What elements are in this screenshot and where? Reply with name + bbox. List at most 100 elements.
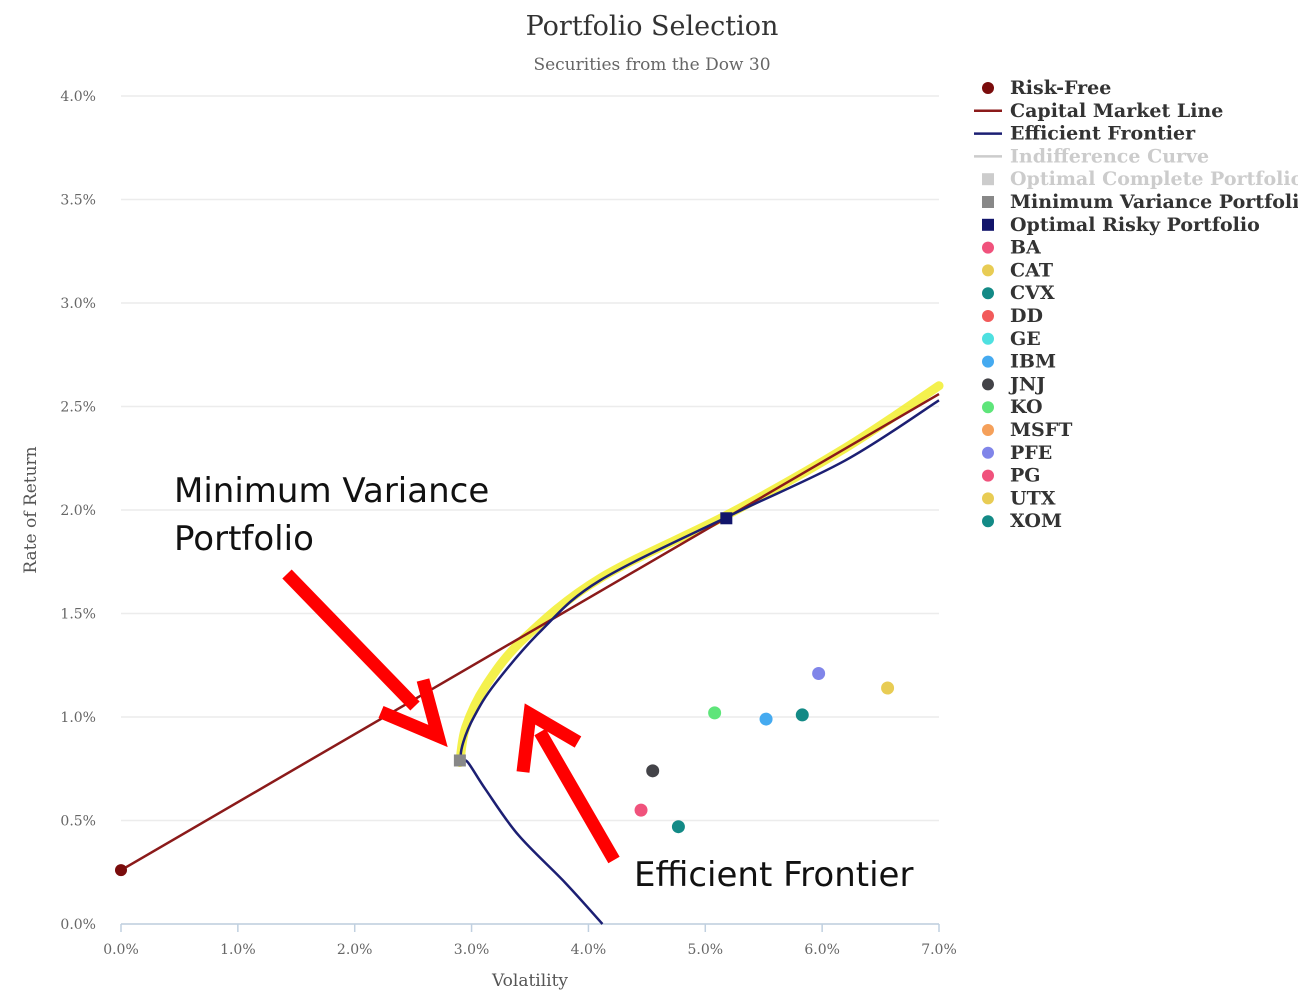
legend-symbol-optimal-complete-portfolio — [982, 173, 994, 186]
legend-item-efficient-frontier[interactable]: Efficient Frontier — [974, 123, 1196, 145]
grid — [120, 95, 940, 932]
legend-symbol-msft — [982, 424, 994, 436]
x-tick-label: 1.0% — [220, 942, 256, 958]
chart-title: Portfolio Selection — [526, 11, 779, 42]
annotation-efficient-frontier-text: Efficient Frontier — [634, 855, 913, 895]
legend-label-ba: BA — [1010, 237, 1041, 259]
legend-symbol-dd — [982, 310, 994, 322]
legend-label-jnj: JNJ — [1008, 373, 1045, 395]
risk-free-point — [115, 864, 127, 877]
legend-item-ge[interactable]: GE — [982, 328, 1041, 350]
annotations: Minimum Variance Portfolio Efficient Front… — [174, 471, 913, 895]
legend-symbol-pg — [982, 469, 994, 482]
legend-item-pg[interactable]: PG — [982, 465, 1041, 487]
legend-label-capital-market-line: Capital Market Line — [1010, 100, 1223, 122]
legend-item-optimal-risky-portfolio[interactable]: Optimal Risky Portfolio — [982, 214, 1260, 236]
legend-symbol-pfe — [982, 446, 994, 459]
security-point-cat — [881, 681, 895, 695]
legend-label-msft: MSFT — [1010, 419, 1072, 441]
security-point-xom — [671, 820, 685, 834]
legend-item-indifference-curve[interactable]: Indifference Curve — [974, 145, 1209, 167]
legend-label-cvx: CVX — [1010, 282, 1055, 304]
legend-label-pg: PG — [1010, 465, 1041, 487]
legend-item-cat[interactable]: CAT — [982, 259, 1053, 281]
security-point-pg — [634, 803, 648, 817]
y-tick-label: 4.0% — [60, 89, 96, 105]
x-tick-label: 3.0% — [454, 942, 490, 958]
legend-item-cvx[interactable]: CVX — [982, 282, 1055, 304]
legend-symbol-cat — [982, 264, 994, 277]
optimal-risky-portfolio-marker — [720, 512, 733, 525]
security-point-ko — [708, 706, 722, 720]
annotation-min-variance-arrow-shaft — [282, 569, 420, 711]
y-tick-label: 0.5% — [60, 814, 96, 830]
minimum-variance-portfolio-marker — [453, 754, 466, 767]
legend-symbol-ba — [982, 241, 994, 254]
legend-item-dd[interactable]: DD — [982, 305, 1043, 327]
capital-market-line — [120, 392, 940, 872]
legend-label-cat: CAT — [1010, 259, 1053, 281]
x-axis-label: Volatility — [491, 971, 568, 991]
x-tick-label: 2.0% — [337, 942, 373, 958]
legend-symbol-ko — [982, 401, 994, 414]
x-tick-label: 6.0% — [804, 942, 840, 958]
legend-label-pfe: PFE — [1010, 442, 1052, 464]
y-tick-labels: 0.0% 0.5% 1.0% 1.5% 2.0% 2.5% 3.0% 3.5% 4.0% — [60, 89, 96, 933]
legend-item-ibm[interactable]: IBM — [982, 351, 1056, 373]
legend-label-risk-free: Risk-Free — [1010, 77, 1111, 99]
security-point-ibm — [759, 712, 773, 726]
legend-symbol-xom — [982, 515, 994, 528]
legend-item-xom[interactable]: XOM — [982, 510, 1062, 532]
legend-label-minimum-variance-portfolio: Minimum Variance Portfolio — [1010, 191, 1298, 213]
chart-subtitle: Securities from the Dow 30 — [533, 55, 770, 75]
legend-label-utx: UTX — [1010, 487, 1056, 509]
annotation-min-variance-text: Portfolio — [174, 519, 314, 559]
legend-item-pfe[interactable]: PFE — [982, 442, 1052, 464]
legend-label-optimal-risky-portfolio: Optimal Risky Portfolio — [1010, 214, 1260, 236]
legend-label-ge: GE — [1010, 328, 1041, 350]
legend-label-optimal-complete-portfolio: Optimal Complete Portfolio — [1010, 168, 1298, 190]
legend-label-ibm: IBM — [1010, 351, 1056, 373]
legend-item-ko[interactable]: KO — [982, 396, 1043, 418]
legend-item-utx[interactable]: UTX — [982, 487, 1056, 509]
y-tick-label: 3.0% — [60, 296, 96, 312]
annotation-min-variance-text: Minimum Variance — [174, 471, 489, 511]
legend-item-risk-free[interactable]: Risk-Free — [982, 77, 1111, 99]
x-tick-label: 4.0% — [571, 942, 607, 958]
legend-item-minimum-variance-portfolio[interactable]: Minimum Variance Portfolio — [982, 191, 1298, 213]
y-axis-label: Rate of Return — [21, 446, 41, 573]
security-point-jnj — [646, 764, 660, 778]
y-tick-label: 0.0% — [60, 917, 96, 933]
legend-label-ko: KO — [1010, 396, 1043, 418]
y-tick-label: 2.5% — [60, 400, 96, 416]
y-tick-label: 2.0% — [60, 503, 96, 519]
legend-item-optimal-complete-portfolio[interactable]: Optimal Complete Portfolio — [982, 168, 1298, 190]
security-point-cvx — [795, 708, 809, 722]
legend-symbol-utx — [982, 492, 994, 505]
y-tick-label: 1.5% — [60, 607, 96, 623]
legend-item-ba[interactable]: BA — [982, 237, 1041, 259]
legend-label-dd: DD — [1010, 305, 1043, 327]
highlight-band — [455, 381, 944, 768]
legend-symbol-optimal-risky-portfolio — [982, 218, 994, 231]
legend-item-jnj[interactable]: JNJ — [982, 373, 1045, 395]
legend-label-indifference-curve: Indifference Curve — [1010, 145, 1209, 167]
legend-item-msft[interactable]: MSFT — [982, 419, 1072, 441]
y-tick-label: 1.0% — [60, 710, 96, 726]
efficient-frontier-line — [459, 399, 940, 925]
annotation-efficient-frontier-arrow-head — [516, 703, 582, 773]
legend-label-xom: XOM — [1010, 510, 1062, 532]
legend-symbol-minimum-variance-portfolio — [982, 196, 994, 208]
annotation-min-variance-arrow-head — [378, 678, 448, 748]
legend-item-capital-market-line[interactable]: Capital Market Line — [974, 100, 1223, 122]
x-tick-label: 7.0% — [921, 942, 957, 958]
x-tick-label: 0.0% — [103, 942, 139, 958]
x-tick-label: 5.0% — [687, 942, 723, 958]
legend-symbol-ibm — [982, 355, 994, 368]
security-point-pfe — [812, 667, 826, 681]
legend-symbol-ge — [982, 332, 994, 345]
x-tick-labels: 0.0% 1.0% 2.0% 3.0% 4.0% 5.0% 6.0% 7.0% — [103, 942, 957, 958]
annotation-efficient-frontier-arrow-shaft — [534, 728, 620, 864]
